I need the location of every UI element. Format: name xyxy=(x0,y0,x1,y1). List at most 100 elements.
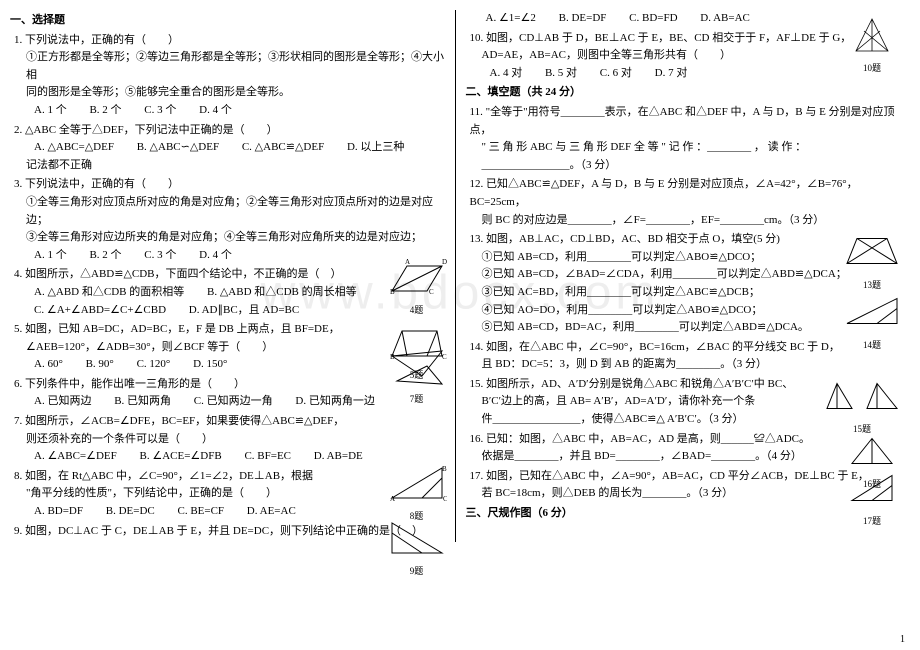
q8-opt-c: C. BE=CF xyxy=(177,503,224,521)
q13-item4: ④已知 AO=DO，利用________可以判定△ABO≌△DCO； xyxy=(482,302,903,320)
question-9: 9题 9. 如图，DC⊥AC 于 C，DE⊥AB 于 E，并且 DE=DC，则下… xyxy=(14,523,447,541)
q5-stem: 5. 如图，已知 AB=DC，AD=BC，E，F 是 DB 上两点，且 BF=D… xyxy=(14,321,447,339)
left-column: 一、选择题 1. 下列说法中，正确的有（ ） ①正方形都是全等形；②等边三角形都… xyxy=(10,10,456,542)
fig-9: 9题 xyxy=(387,518,447,558)
q10-opt-a: A. 4 对 xyxy=(490,65,523,83)
question-2: 2. △ABC 全等于△DEF，下列记法中正确的是（ ） A. △ABC=△DE… xyxy=(14,122,447,175)
svg-text:C: C xyxy=(429,288,434,296)
q4-opt-a: A. △ABD 和△CDB 的面积相等 xyxy=(34,284,184,302)
fig-4-label: 4题 xyxy=(387,303,447,317)
question-17: 17题 17. 如图，已知在△ABC 中，∠A=90°，AB=AC，CD 平分∠… xyxy=(470,468,903,503)
question-8: ABC 8题 8. 如图，在 Rt△ABC 中，∠C=90°，∠1=∠2，DE⊥… xyxy=(14,468,447,521)
q13-item1: ①已知 AB=CD，利用________可以判定△ABO≌△DCO； xyxy=(482,249,903,267)
svg-text:B: B xyxy=(442,465,447,473)
q8-opt-d: D. AE=AC xyxy=(247,503,296,521)
fig-10: 10题 xyxy=(842,15,902,55)
fig-17: 17题 xyxy=(842,468,902,508)
question-16: 16题 16. 已知：如图，△ABC 中，AB=AC，AD 是高，则______… xyxy=(470,431,903,466)
q9-stem: 9. 如图，DC⊥AC 于 C，DE⊥AB 于 E，并且 DE=DC，则下列结论… xyxy=(14,523,447,541)
q7-opt-b: B. ∠ACE=∠DFB xyxy=(140,448,222,466)
q14-stem: 14. 如图，在△ABC 中，∠C=90°，BC=16cm，∠BAC 的平分线交… xyxy=(470,339,903,357)
q8-opts: A. BD=DF B. DE=DC C. BE=CF D. AE=AC xyxy=(34,503,447,521)
fig-17-label: 17题 xyxy=(842,514,902,528)
q8-line2: "角平分线的性质"，下列结论中，正确的是（ ） xyxy=(26,485,447,503)
q4-opt-d: D. AD∥BC，且 AD=BC xyxy=(189,302,299,320)
q3-opt-d: D. 4 个 xyxy=(199,247,232,265)
question-14: 14. 如图，在△ABC 中，∠C=90°，BC=16cm，∠BAC 的平分线交… xyxy=(470,339,903,374)
q7-line2: 则还须补充的一个条件可以是（ ） xyxy=(26,431,447,449)
q5-opts: A. 60° B. 90° C. 120° D. 150° xyxy=(34,356,447,374)
svg-text:A: A xyxy=(390,495,395,503)
svg-text:C: C xyxy=(443,495,447,503)
fig-15: 15题 xyxy=(822,376,902,416)
q1-line1: ①正方形都是全等形；②等边三角形都是全等形；③形状相同的图形是全等形；④大小相 xyxy=(26,49,447,84)
question-15: 15题 15. 如图所示，AD、A′D′分别是锐角△ABC 和锐角△A′B′C′… xyxy=(470,376,903,429)
q3-opts: A. 1 个 B. 2 个 C. 3 个 D. 4 个 xyxy=(34,247,447,265)
q17-stem: 17. 如图，已知在△ABC 中，∠A=90°，AB=AC，CD 平分∠ACB，… xyxy=(470,468,903,486)
q13-item3: ③已知 AC=BD，利用________可以判定△ABC≌△DCB； xyxy=(482,284,903,302)
q2-stem: 2. △ABC 全等于△DEF，下列记法中正确的是（ ） xyxy=(14,122,447,140)
q6-opt-a: A. 已知两边 xyxy=(34,393,91,411)
q4-opt-c: C. ∠A+∠ABD=∠C+∠CBD xyxy=(34,302,166,320)
q2-opt-a: A. △ABC=△DEF xyxy=(34,139,114,157)
q7-opt-a: A. ∠ABC=∠DEF xyxy=(34,448,117,466)
q2-opt-d: D. 以上三种 xyxy=(347,139,404,157)
q1-opt-d: D. 4 个 xyxy=(199,102,232,120)
fig-13: 13题 xyxy=(842,231,902,271)
q4-stem: 4. 如图所示，△ABD≌△CDB，下面四个结论中，不正确的是（ ） xyxy=(14,266,447,284)
question-5: BC 5题 5. 如图，已知 AB=DC，AD=BC，E，F 是 DB 上两点，… xyxy=(14,321,447,374)
fig-7: 7题 xyxy=(387,346,447,386)
q11-line3: ________________。（3 分） xyxy=(482,157,903,175)
q3-line1: ①全等三角形对应顶点所对应的角是对应角；②全等三角形对应顶点所对的边是对应边； xyxy=(26,194,447,229)
fig-4: BADC 4题 xyxy=(387,256,447,296)
q9-opts: A. ∠1=∠2 B. DE=DF C. BD=FD D. AB=AC xyxy=(486,10,903,28)
section-2-title: 二、填空题（共 24 分） xyxy=(466,84,903,102)
q4-opts2: C. ∠A+∠ABD=∠C+∠CBD D. AD∥BC，且 AD=BC xyxy=(34,302,447,320)
q1-opt-a: A. 1 个 xyxy=(34,102,67,120)
q16-stem: 16. 已知：如图，△ABC 中，AB=AC，AD 是高，则______≌△AD… xyxy=(470,431,903,449)
q5-opt-c: C. 120° xyxy=(137,356,171,374)
q5-opt-d: D. 150° xyxy=(193,356,227,374)
fig-10-label: 10题 xyxy=(842,61,902,75)
q2-opts: A. △ABC=△DEF B. △ABC∽△DEF C. △ABC≌△DEF D… xyxy=(34,139,447,157)
fig-9-label: 9题 xyxy=(387,564,447,578)
q8-opt-b: B. DE=DC xyxy=(106,503,155,521)
question-4: BADC 4题 4. 如图所示，△ABD≌△CDB，下面四个结论中，不正确的是（… xyxy=(14,266,447,319)
q10-stem: 10. 如图，CD⊥AB 于 D，BE⊥AC 于 E，BE、CD 相交于于 F，… xyxy=(470,30,903,48)
q5-line2: ∠AEB=120°，∠ADB=30°，则∠BCF 等于（ ） xyxy=(26,339,447,357)
svg-text:A: A xyxy=(405,258,410,266)
fig-14: 14题 xyxy=(842,291,902,331)
question-13: 13题 13. 如图，AB⊥AC，CD⊥BD，AC、BD 相交于点 O，填空(5… xyxy=(470,231,903,337)
fig-16: 16题 xyxy=(842,431,902,471)
q8-opt-a: A. BD=DF xyxy=(34,503,83,521)
section-3-title: 三、尺规作图（6 分） xyxy=(466,505,903,523)
q6-opt-c: C. 已知两边一角 xyxy=(194,393,273,411)
q12-stem: 12. 已知△ABC≌△DEF，A 与 D，B 与 E 分别是对应顶点，∠A=4… xyxy=(470,176,903,211)
q11-stem: 11. "全等于"用符号________表示，在△ABC 和△DEF 中，A 与… xyxy=(470,104,903,139)
q3-opt-a: A. 1 个 xyxy=(34,247,67,265)
q2-opt-c: C. △ABC≌△DEF xyxy=(242,139,324,157)
section-1-title: 一、选择题 xyxy=(10,12,447,30)
q3-opt-b: B. 2 个 xyxy=(89,247,121,265)
q1-opt-b: B. 2 个 xyxy=(89,102,121,120)
q10-opts: A. 4 对 B. 5 对 C. 6 对 D. 7 对 xyxy=(490,65,903,83)
q7-opts: A. ∠ABC=∠DEF B. ∠ACE=∠DFB C. BF=EC D. AB… xyxy=(34,448,447,466)
q4-opts1: A. △ABD 和△CDB 的面积相等 B. △ABD 和△CDB 的周长相等 xyxy=(34,284,447,302)
q10-opt-c: C. 6 对 xyxy=(600,65,632,83)
q6-opts: A. 已知两边 B. 已知两角 C. 已知两边一角 D. 已知两角一边 xyxy=(34,393,447,411)
q16-line2: 依据是________，并且 BD=________，∠BAD=________… xyxy=(482,448,903,466)
question-7: 7. 如图所示，∠ACB=∠DFE，BC=EF，如果要使得△ABC≌△DEF， … xyxy=(14,413,447,466)
q9-opt-b: B. DE=DF xyxy=(559,10,607,28)
q17-line2: 若 BC=18cm，则△DEB 的周长为________。（3 分） xyxy=(482,485,903,503)
fig-13-label: 13题 xyxy=(842,278,902,292)
q14-line2: 且 BD：DC=5：3，则 D 到 AB 的距离为________。（3 分） xyxy=(482,356,903,374)
q4-opt-b: B. △ABD 和△CDB 的周长相等 xyxy=(207,284,357,302)
q3-opt-c: C. 3 个 xyxy=(144,247,176,265)
fig-7-label: 7题 xyxy=(387,392,447,406)
question-3: 3. 下列说法中，正确的有（ ） ①全等三角形对应顶点所对应的角是对应角；②全等… xyxy=(14,176,447,264)
q3-line2: ③全等三角形对应边所夹的角是对应角；④全等三角形对应角所夹的边是对应边； xyxy=(26,229,447,247)
question-10: 10题 10. 如图，CD⊥AB 于 D，BE⊥AC 于 E，BE、CD 相交于… xyxy=(470,30,903,83)
svg-text:D: D xyxy=(442,258,447,266)
q9-opt-a: A. ∠1=∠2 xyxy=(486,10,536,28)
q7-opt-d: D. AB=DE xyxy=(314,448,363,466)
